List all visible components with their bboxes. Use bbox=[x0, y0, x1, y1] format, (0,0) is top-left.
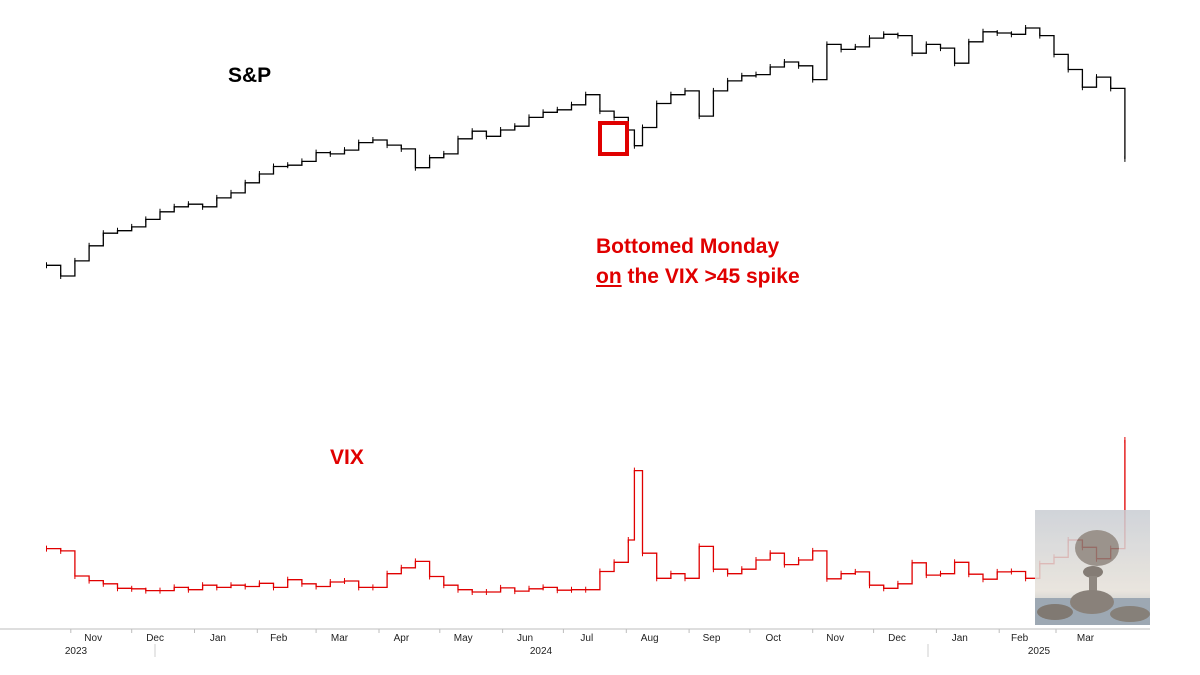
x-tick-label: Apr bbox=[394, 633, 410, 644]
sp-series bbox=[46, 25, 1126, 279]
bottom-highlight-box bbox=[598, 121, 629, 156]
annotation-line-2-rest: the VIX >45 spike bbox=[621, 265, 800, 288]
x-tick-label: Jan bbox=[210, 633, 226, 644]
x-axis: Nov Dec Jan Feb Mar Apr May Jun Jul Aug Sep Oct Nov D… bbox=[0, 628, 1150, 657]
x-year-label: 2025 bbox=[1028, 646, 1051, 657]
x-tick-label: Mar bbox=[1077, 633, 1095, 644]
x-tick-label: Mar bbox=[331, 633, 349, 644]
x-tick-label: Jul bbox=[580, 633, 593, 644]
x-tick-label: May bbox=[454, 633, 473, 644]
annotation-underlined-word: on bbox=[596, 265, 622, 288]
sp-line bbox=[46, 27, 1126, 277]
annotation-line-1: Bottomed Monday bbox=[596, 235, 780, 258]
x-tick-label: Feb bbox=[1011, 633, 1029, 644]
x-tick-label: Jan bbox=[952, 633, 968, 644]
vix-label: VIX bbox=[330, 446, 364, 469]
x-tick-label: Sep bbox=[703, 633, 721, 644]
x-year-label: 2023 bbox=[65, 646, 88, 657]
x-tick-label: Nov bbox=[826, 633, 844, 644]
x-tick-label: Dec bbox=[146, 633, 164, 644]
x-tick-label: Feb bbox=[270, 633, 288, 644]
annotation: Bottomed Monday on the VIX >45 spike bbox=[596, 232, 800, 292]
sp-label: S&P bbox=[228, 64, 272, 87]
x-tick-label: Oct bbox=[766, 633, 782, 644]
x-tick-label: Jun bbox=[517, 633, 533, 644]
vix-line bbox=[46, 440, 1126, 593]
annotation-line-2: on the VIX >45 spike bbox=[596, 262, 800, 292]
x-tick-label: Nov bbox=[84, 633, 102, 644]
balanced-rocks-photo-icon bbox=[1035, 510, 1150, 625]
x-tick-label: Dec bbox=[888, 633, 906, 644]
x-tick-label: Aug bbox=[641, 633, 659, 644]
vix-series bbox=[46, 437, 1126, 595]
x-year-label: 2024 bbox=[530, 646, 553, 657]
